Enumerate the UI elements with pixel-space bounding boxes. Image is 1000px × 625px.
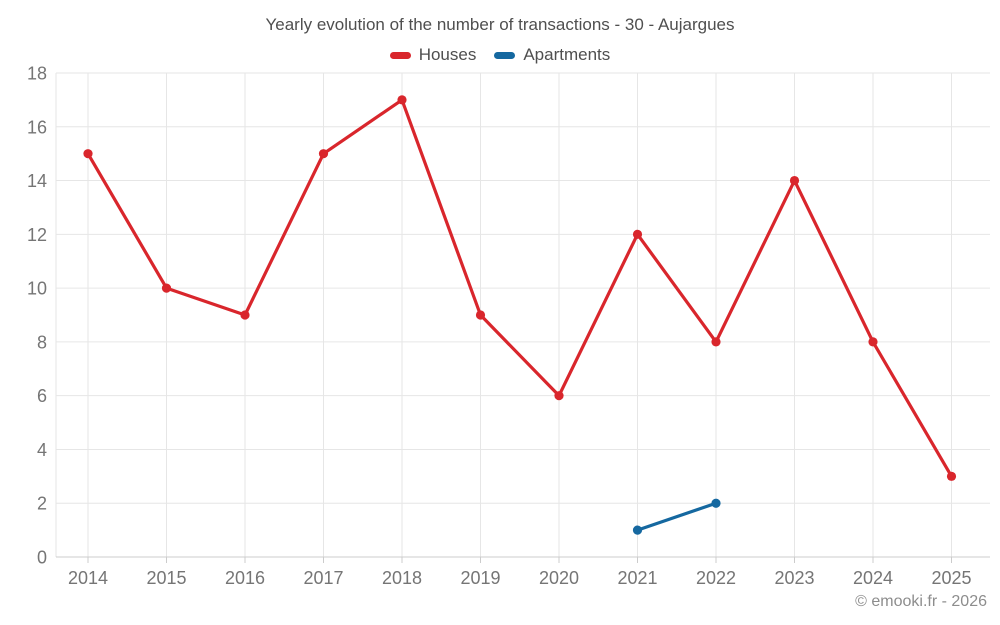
houses-legend-label: Houses (418, 45, 477, 64)
y-tick-label: 18 (27, 64, 47, 84)
x-tick-label: 2023 (774, 568, 814, 588)
x-tick-label: 2021 (617, 568, 657, 588)
copyright: © emooki.fr - 2026 (855, 593, 987, 610)
y-tick-label: 2 (37, 494, 47, 514)
x-tick-label: 2022 (696, 568, 736, 588)
houses-point-2023[interactable] (789, 175, 800, 186)
houses-point-2014[interactable] (83, 149, 93, 159)
houses-point-2016[interactable] (240, 310, 250, 320)
legend-item-apartments[interactable]: Apartments (494, 45, 610, 65)
houses-point-2025[interactable] (946, 471, 957, 481)
x-tick-label: 2018 (382, 568, 422, 588)
x-tick-label: 2025 (931, 568, 971, 588)
y-tick-label: 8 (37, 332, 47, 352)
x-tick-label: 2024 (853, 568, 893, 588)
chart-title: Yearly evolution of the number of transa… (265, 15, 735, 34)
houses-point-2022[interactable] (711, 337, 721, 347)
x-tick-label: 2014 (68, 568, 108, 588)
y-tick-label: 10 (27, 279, 47, 299)
y-tick-label: 0 (37, 548, 47, 568)
houses-swatch-icon (389, 51, 411, 59)
x-tick-label: 2017 (303, 568, 343, 588)
houses-point-2017[interactable] (318, 149, 329, 159)
y-tick-label: 14 (27, 171, 47, 191)
x-tick-label: 2020 (539, 568, 579, 588)
x-tick-label: 2019 (460, 568, 500, 588)
houses-point-2015[interactable] (161, 283, 172, 293)
y-tick-label: 6 (37, 386, 47, 406)
houses-point-2019[interactable] (475, 310, 486, 320)
apartments-swatch-icon (494, 51, 516, 59)
x-tick-label: 2016 (225, 568, 265, 588)
houses-point-2024[interactable] (868, 337, 878, 347)
apartments-legend-label: Apartments (523, 45, 611, 64)
y-tick-label: 4 (37, 440, 47, 460)
legend-item-houses[interactable]: Houses (389, 45, 477, 65)
houses-point-2020[interactable] (554, 391, 564, 401)
houses-point-2018[interactable] (397, 95, 407, 105)
apartments-point-2022[interactable] (711, 498, 721, 508)
apartments-line (635, 501, 718, 532)
apartments-point-2021[interactable] (632, 525, 643, 535)
x-tick-label: 2015 (146, 568, 186, 588)
houses-line (86, 98, 954, 478)
y-tick-label: 12 (27, 225, 47, 245)
y-tick-label: 16 (27, 117, 47, 137)
legend: Houses Apartments (0, 44, 1000, 66)
houses-point-2021[interactable] (632, 229, 643, 239)
